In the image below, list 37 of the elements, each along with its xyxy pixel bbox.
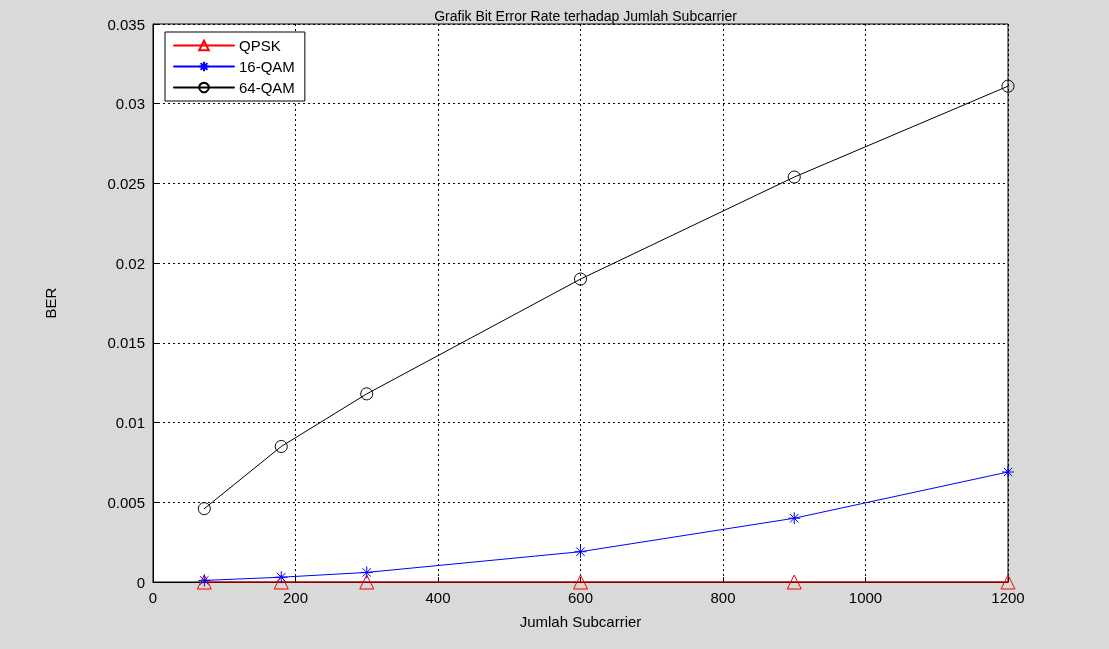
point [273, 574, 289, 590]
y-axis-title: BER [42, 287, 59, 319]
x-tick-label: 600 [567, 589, 594, 606]
x-tick-label: 1200 [991, 589, 1025, 606]
point [574, 545, 587, 559]
y-tick-label: 0 [136, 573, 145, 591]
chart-title: Grafik Bit Error Rate terhadap Jumlah Subcarrier [434, 8, 738, 24]
point [786, 574, 802, 590]
point [1001, 465, 1015, 479]
x-tick-label: 1000 [848, 589, 883, 606]
y-tick-label: 0.02 [115, 254, 145, 272]
x-tick-label: 800 [710, 589, 736, 606]
x-tick-label: 0 [148, 589, 158, 606]
point [274, 570, 288, 584]
point [197, 502, 211, 516]
y-tick-label: 0.035 [107, 15, 145, 33]
x-tick-label: 200 [282, 589, 309, 606]
point [360, 565, 374, 579]
legend-label: 16-QAM [239, 58, 295, 75]
point [574, 272, 587, 286]
x-axis-title: Jumlah Subcarrier [519, 613, 642, 630]
y-tick-label: 0.005 [107, 493, 145, 511]
point [787, 170, 801, 184]
y-tick-label: 0.025 [107, 174, 145, 192]
point [274, 439, 288, 453]
legend-label: QPSK [239, 37, 281, 54]
legend-label: 64-QAM [239, 79, 295, 96]
point [359, 574, 375, 590]
point [573, 574, 588, 590]
point [1001, 79, 1015, 93]
point [787, 511, 801, 525]
x-tick-label: 400 [425, 589, 451, 606]
y-tick-label: 0.03 [115, 95, 145, 113]
y-tick-label: 0.015 [107, 334, 145, 352]
point [1000, 574, 1016, 590]
point [360, 387, 374, 401]
y-tick-label: 0.01 [115, 414, 145, 432]
